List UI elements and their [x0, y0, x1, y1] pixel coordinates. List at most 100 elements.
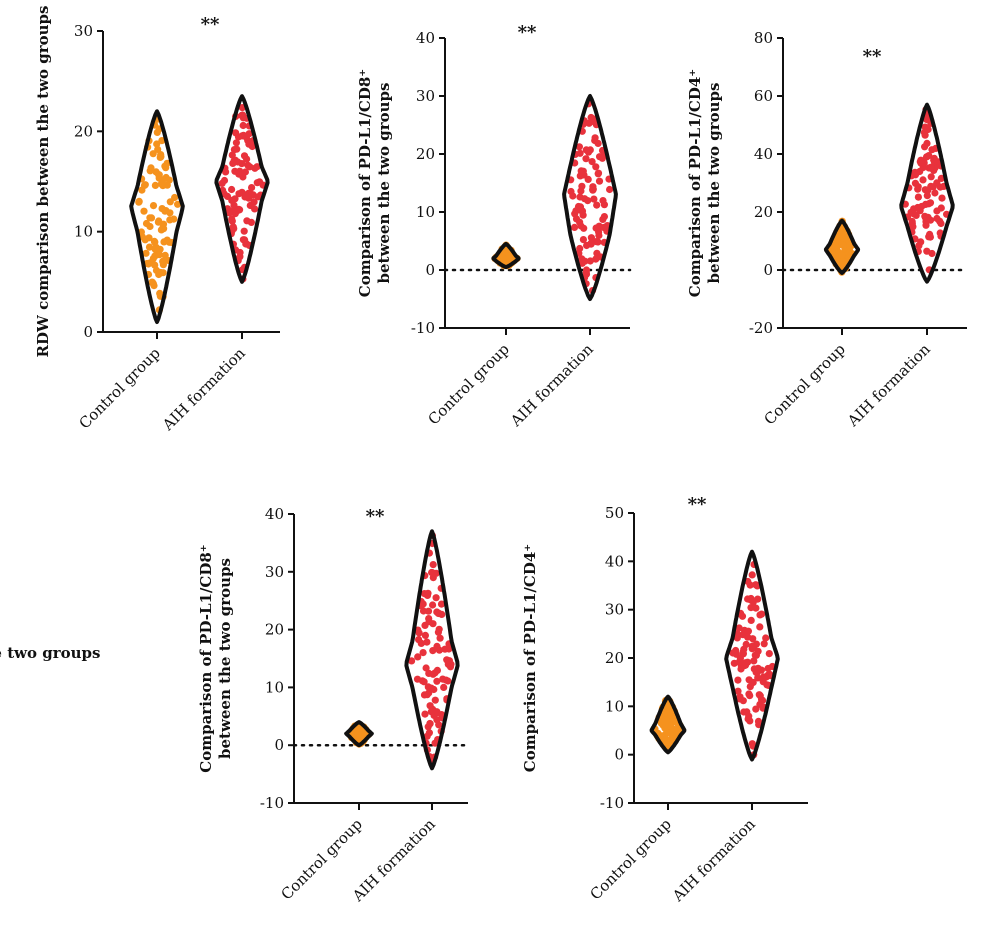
data-point — [415, 636, 423, 644]
data-point — [578, 259, 586, 267]
data-point — [242, 192, 251, 200]
data-point — [599, 197, 607, 205]
violin-points-control — [825, 217, 857, 276]
data-point — [580, 171, 588, 179]
data-point — [436, 634, 444, 642]
data-point — [151, 238, 159, 246]
data-point — [174, 200, 182, 208]
y-axis-label: between the two groups — [375, 83, 393, 284]
data-point — [419, 607, 428, 615]
data-point — [241, 168, 249, 176]
data-point — [742, 659, 750, 667]
y-axis-label: Comparison of PD-L1/CD4⁺ — [686, 69, 704, 297]
data-point — [915, 242, 923, 250]
data-point — [734, 676, 742, 684]
data-point — [578, 182, 586, 190]
data-point — [228, 151, 236, 159]
data-point — [937, 219, 945, 228]
violin-points-aih — [901, 106, 951, 274]
data-point — [166, 216, 174, 224]
data-point — [729, 649, 737, 657]
data-point — [254, 193, 262, 201]
data-point — [923, 214, 931, 222]
y-tick-label: 20 — [265, 621, 284, 639]
data-point — [663, 729, 671, 737]
violin-points-control — [135, 112, 182, 314]
data-point — [570, 223, 579, 231]
data-point — [595, 177, 604, 185]
data-point — [748, 571, 756, 579]
data-point — [424, 683, 432, 691]
data-point — [730, 659, 738, 667]
data-point — [429, 601, 437, 609]
violin-outline-aih — [724, 549, 780, 762]
data-point — [408, 657, 416, 665]
data-point — [594, 238, 602, 246]
data-point — [433, 677, 441, 685]
data-point — [223, 192, 232, 200]
violin-outline-aih — [899, 102, 955, 284]
data-point — [586, 257, 594, 265]
x-category-label: Control group — [586, 815, 674, 903]
data-point — [749, 678, 757, 687]
data-point — [163, 159, 171, 167]
violin-outline-aih — [404, 529, 460, 771]
y-tick-label: 0 — [614, 746, 624, 764]
data-point — [243, 155, 251, 163]
data-point — [744, 627, 753, 635]
data-point — [149, 202, 158, 210]
data-point — [240, 227, 248, 235]
significance-marker: ** — [201, 14, 220, 35]
data-point — [576, 193, 584, 201]
y-tick-label: 40 — [605, 552, 624, 570]
data-point — [163, 236, 171, 244]
data-point — [919, 176, 927, 184]
data-point — [415, 629, 423, 637]
data-point — [925, 152, 933, 160]
data-point — [228, 217, 236, 225]
data-point — [575, 143, 584, 151]
data-point — [752, 651, 761, 659]
data-point — [765, 650, 773, 658]
data-point — [930, 158, 939, 166]
data-point — [838, 251, 846, 259]
data-point — [740, 645, 748, 653]
data-point — [413, 675, 422, 683]
data-point — [157, 226, 165, 234]
significance-marker: ** — [863, 46, 882, 67]
data-point — [752, 640, 761, 648]
y-tick-label: 10 — [74, 223, 93, 241]
data-point — [938, 194, 946, 202]
data-point — [140, 207, 148, 215]
data-point — [740, 708, 748, 716]
data-point — [750, 657, 758, 665]
data-point — [437, 600, 446, 608]
data-point — [910, 169, 918, 177]
data-point — [419, 600, 427, 608]
data-point — [433, 716, 441, 724]
data-point — [228, 185, 236, 194]
data-point — [921, 143, 929, 151]
data-point — [253, 163, 261, 171]
data-point — [161, 251, 169, 259]
data-point — [152, 168, 160, 176]
violin-outline-control — [129, 109, 185, 324]
data-point — [248, 184, 256, 192]
significance-marker: ** — [688, 494, 707, 515]
data-point — [839, 241, 847, 250]
data-point — [667, 722, 675, 730]
data-point — [242, 240, 250, 248]
data-point — [752, 581, 760, 589]
data-point — [606, 185, 614, 194]
data-point — [924, 125, 932, 134]
data-point — [426, 719, 434, 728]
data-point — [752, 705, 760, 713]
data-point — [592, 163, 600, 171]
data-point — [151, 245, 159, 253]
data-point — [752, 604, 760, 612]
data-point — [746, 581, 754, 589]
data-point — [145, 243, 154, 251]
